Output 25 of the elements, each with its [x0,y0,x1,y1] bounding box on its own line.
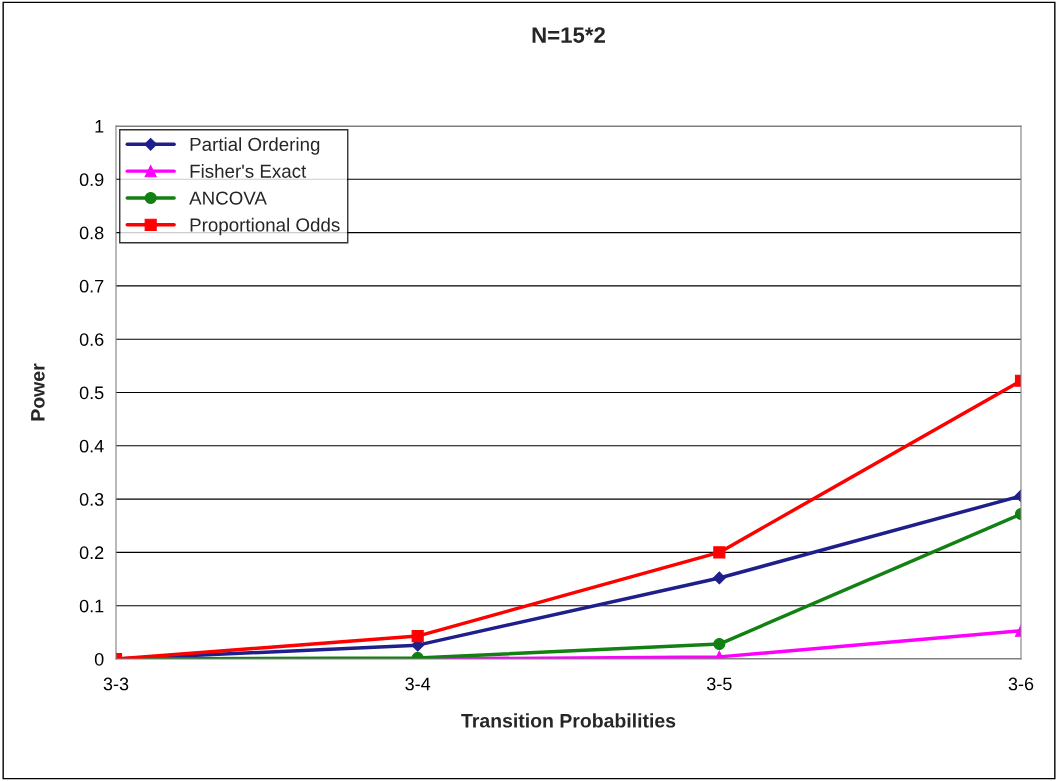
y-axis-title: Power [31,363,45,421]
y-tick-label: 0.1 [79,599,104,613]
y-tick-label: 1 [95,120,104,133]
chart-title: N=15*2 [532,27,605,43]
x-tick-label: 3-5 [706,677,732,691]
point [411,630,424,643]
point [713,546,726,559]
y-tick-label: 0.8 [79,226,104,240]
y-tick-label: 0.3 [79,493,104,506]
x-tick-label: 3-4 [405,677,431,691]
point [712,571,726,585]
legend-label: Partial Ordering [190,137,320,155]
y-tick-label: 0.7 [79,279,104,293]
legend-label: Proportional Odds [190,217,340,236]
x-tick-label: 3-3 [103,677,129,691]
x-axis-title: Transition Probabilities [461,713,676,728]
y-tick-label: 0.9 [79,173,104,187]
y-tick-label: 0.4 [79,439,104,453]
y-tick-label: 0.6 [79,333,104,346]
legend-label: Fisher's Exact [190,164,307,178]
x-tick-label: 3-6 [1008,677,1034,691]
legend-label: ANCOVA [189,191,267,205]
y-tick-label: 0 [94,652,104,666]
y-tick-label: 0.2 [79,546,104,560]
y-tick-label: 0.5 [79,386,104,400]
